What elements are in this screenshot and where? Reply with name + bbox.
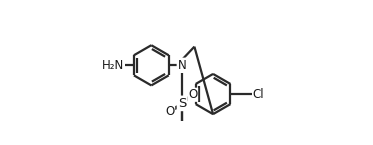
Text: N: N: [178, 59, 186, 72]
Text: O: O: [188, 88, 198, 101]
Text: O: O: [165, 105, 175, 118]
Text: Cl: Cl: [253, 88, 264, 100]
Text: S: S: [178, 97, 186, 110]
Text: H₂N: H₂N: [102, 59, 124, 72]
